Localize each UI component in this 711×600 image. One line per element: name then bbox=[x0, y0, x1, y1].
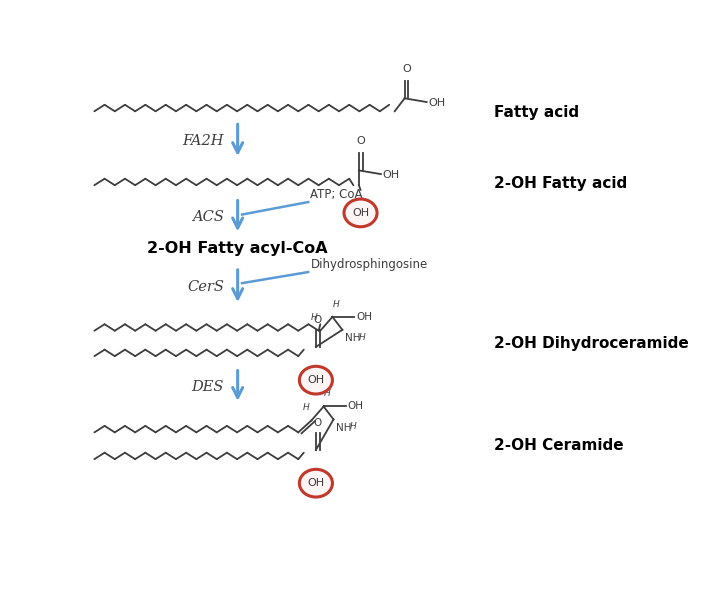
Text: 2-OH Dihydroceramide: 2-OH Dihydroceramide bbox=[494, 335, 689, 350]
Text: H: H bbox=[303, 403, 309, 412]
Text: ACS: ACS bbox=[192, 210, 224, 224]
Text: H: H bbox=[310, 313, 317, 322]
Text: OH: OH bbox=[356, 312, 372, 322]
Text: H: H bbox=[350, 422, 357, 431]
Text: FA2H: FA2H bbox=[183, 134, 224, 148]
Text: 2-OH Fatty acid: 2-OH Fatty acid bbox=[494, 176, 627, 191]
Text: OH: OH bbox=[347, 401, 363, 412]
Text: OH: OH bbox=[307, 478, 324, 488]
Text: H: H bbox=[359, 332, 365, 341]
Text: O: O bbox=[402, 64, 411, 74]
Circle shape bbox=[299, 366, 333, 394]
Circle shape bbox=[344, 199, 377, 227]
Text: O: O bbox=[314, 418, 321, 428]
Text: O: O bbox=[356, 136, 365, 146]
Text: O: O bbox=[314, 315, 321, 325]
Text: 2-OH Fatty acyl-CoA: 2-OH Fatty acyl-CoA bbox=[147, 241, 328, 256]
Text: OH: OH bbox=[428, 98, 445, 108]
Text: H: H bbox=[324, 389, 331, 398]
Text: ATP; CoA: ATP; CoA bbox=[311, 188, 363, 201]
Text: OH: OH bbox=[307, 375, 324, 385]
Text: 2-OH Ceramide: 2-OH Ceramide bbox=[494, 438, 624, 453]
Text: NH: NH bbox=[336, 423, 352, 433]
Text: NH: NH bbox=[345, 334, 360, 343]
Text: CerS: CerS bbox=[187, 280, 224, 294]
Text: Fatty acid: Fatty acid bbox=[494, 105, 579, 120]
Text: H: H bbox=[332, 299, 339, 308]
Text: OH: OH bbox=[383, 170, 400, 180]
Text: Dihydrosphingosine: Dihydrosphingosine bbox=[311, 258, 427, 271]
Text: DES: DES bbox=[191, 380, 224, 394]
Circle shape bbox=[299, 469, 333, 497]
Text: OH: OH bbox=[352, 208, 369, 218]
